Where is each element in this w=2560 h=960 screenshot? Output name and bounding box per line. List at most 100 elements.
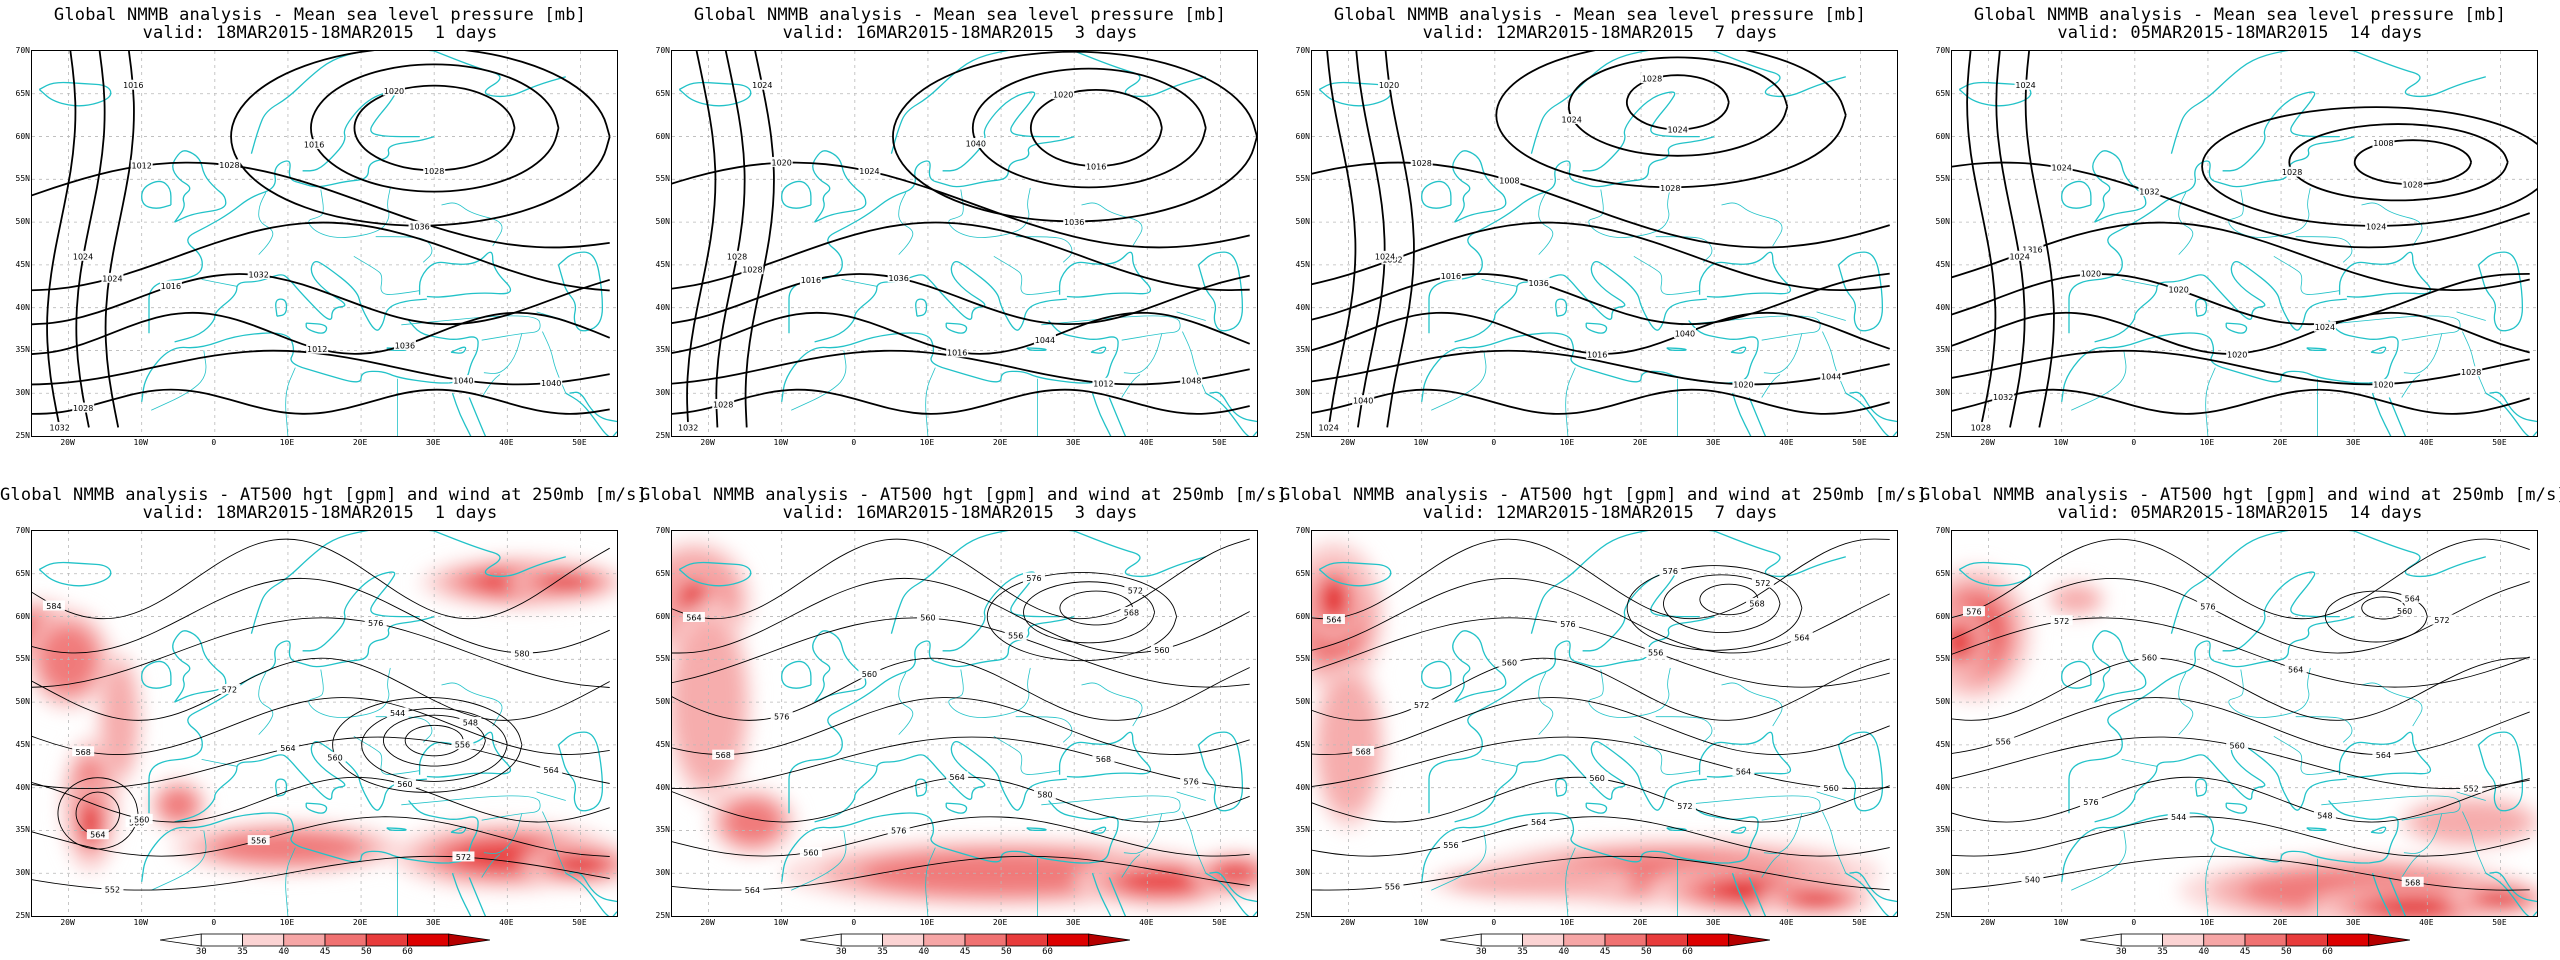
lon-tick-label: 10W: [2053, 438, 2068, 447]
contour-label-bg: [1586, 772, 1609, 783]
coastline: [141, 660, 172, 689]
contour-label: 556: [455, 741, 470, 750]
contour-line: [1966, 51, 1997, 428]
coastline: [1582, 91, 1700, 172]
contour-label-bg: [1673, 327, 1696, 338]
lat-tick-label: 30N: [1935, 868, 1950, 878]
lat-tick-label: 45N: [1295, 739, 1310, 749]
contour-label-bg: [1644, 647, 1667, 658]
coastline: [1421, 812, 1729, 882]
coastline: [2485, 872, 2537, 916]
coastline: [812, 630, 867, 703]
lon-tick-label: 40E: [2419, 438, 2434, 447]
country-borders: [791, 667, 1207, 916]
contour-label-bg: [946, 771, 969, 782]
contour-line: [2361, 596, 2406, 620]
contour-line: [1952, 273, 2530, 326]
coastline: [302, 91, 420, 172]
contour-label-bg: [122, 79, 145, 90]
lat-tick-label: 60N: [1935, 131, 1950, 141]
contour-line: [1312, 388, 1890, 415]
lon-tick-label: 10E: [279, 918, 295, 927]
coastline: [781, 180, 812, 209]
contour-line: [1952, 697, 2530, 756]
contour-line: [672, 697, 1250, 756]
contour-label-bg: [2226, 740, 2249, 751]
contour-label-bg: [1790, 632, 1813, 643]
contour-label-bg: [1180, 775, 1203, 786]
coastline: [38, 561, 112, 587]
lon-tick-label: 10E: [919, 918, 935, 927]
colorbar-scale: [799, 933, 1131, 947]
wind-speed-area: [2384, 901, 2442, 914]
contour-label: 572: [1755, 579, 1770, 588]
contour-label: 568: [76, 748, 91, 757]
country-border: [1761, 374, 1781, 398]
coastline: [1845, 392, 1897, 436]
country-border: [1176, 791, 1206, 801]
country-border: [1763, 333, 1803, 374]
contour-label-bg: [101, 883, 124, 894]
coastline: [1713, 531, 1846, 578]
colorbar-segment: [2120, 933, 2163, 947]
coastline: [468, 397, 487, 436]
contour-label-bg: [1124, 584, 1147, 595]
contour-label-bg: [1527, 277, 1550, 288]
coastline: [302, 571, 420, 652]
panel-valid-period: valid: 05MAR2015-18MAR2015 14 days: [2057, 503, 2423, 523]
contour-label-bg: [1527, 816, 1550, 827]
coastline: [2371, 392, 2392, 436]
coastline: [141, 332, 449, 402]
contour-line: [32, 776, 610, 823]
map-frame: 564 576 580 576 568 560 556 560 564 568 572 576 560 5…: [671, 530, 1258, 917]
isobars: [1952, 51, 2537, 428]
contour-label-bg: [306, 343, 329, 354]
contour-label-bg: [1498, 656, 1521, 667]
colorbar-segment: [2327, 933, 2370, 947]
panel-valid-period: valid: 05MAR2015-18MAR2015 14 days: [2057, 23, 2423, 43]
coastline: [1048, 320, 1119, 384]
contour-label: 1024: [1561, 115, 1581, 124]
contour-line: [32, 349, 610, 386]
contour-line: [672, 816, 1250, 857]
coastline: [2222, 571, 2340, 652]
country-border: [2462, 331, 2487, 394]
contour-label: 1044: [1035, 336, 1055, 345]
contour-label: 556: [251, 837, 266, 846]
contour-label-bg: [452, 375, 475, 386]
country-border: [1565, 847, 1576, 916]
lat-tick-label: 50N: [1935, 697, 1950, 707]
isobars: [672, 51, 1257, 428]
contour-label: 540: [2025, 876, 2040, 885]
coastline: [1090, 826, 1107, 834]
coastline: [942, 571, 1060, 652]
coastline: [2094, 740, 2347, 823]
colorbar-tick-label: 35: [2157, 947, 2168, 957]
lon-tick-label: 0: [1491, 438, 1497, 447]
contour-label-bg: [1381, 880, 1404, 891]
country-border: [1588, 667, 1671, 718]
wind-speed-area: [549, 577, 583, 588]
lat-tick-label: 65N: [655, 568, 670, 578]
contour-label: 1020: [384, 87, 404, 96]
contour-label-bg: [72, 402, 95, 413]
wind-speed-area: [1800, 894, 1833, 904]
lat-tick-label: 50N: [655, 217, 670, 227]
contour-line: [1995, 51, 2026, 428]
country-border: [401, 795, 541, 821]
contour-label-bg: [42, 600, 65, 611]
contour-label-bg: [452, 851, 475, 862]
mslp-panel-4: Global NMMB analysis - Mean sea level pr…: [1920, 0, 2560, 480]
contour-label-bg: [1322, 614, 1345, 625]
contour-label-bg: [1820, 370, 1843, 381]
contour-line: [672, 161, 1250, 249]
contour-label: 1040: [541, 379, 561, 388]
contour-label: 1036: [395, 342, 415, 351]
contour-line: [672, 538, 1250, 620]
lon-tick-label: 10E: [919, 438, 935, 447]
colorbar-segment: [840, 933, 883, 947]
coastline: [450, 346, 467, 354]
contour-label-bg: [858, 668, 881, 679]
coastline: [250, 51, 435, 154]
contour-label-bg: [1746, 597, 1769, 608]
